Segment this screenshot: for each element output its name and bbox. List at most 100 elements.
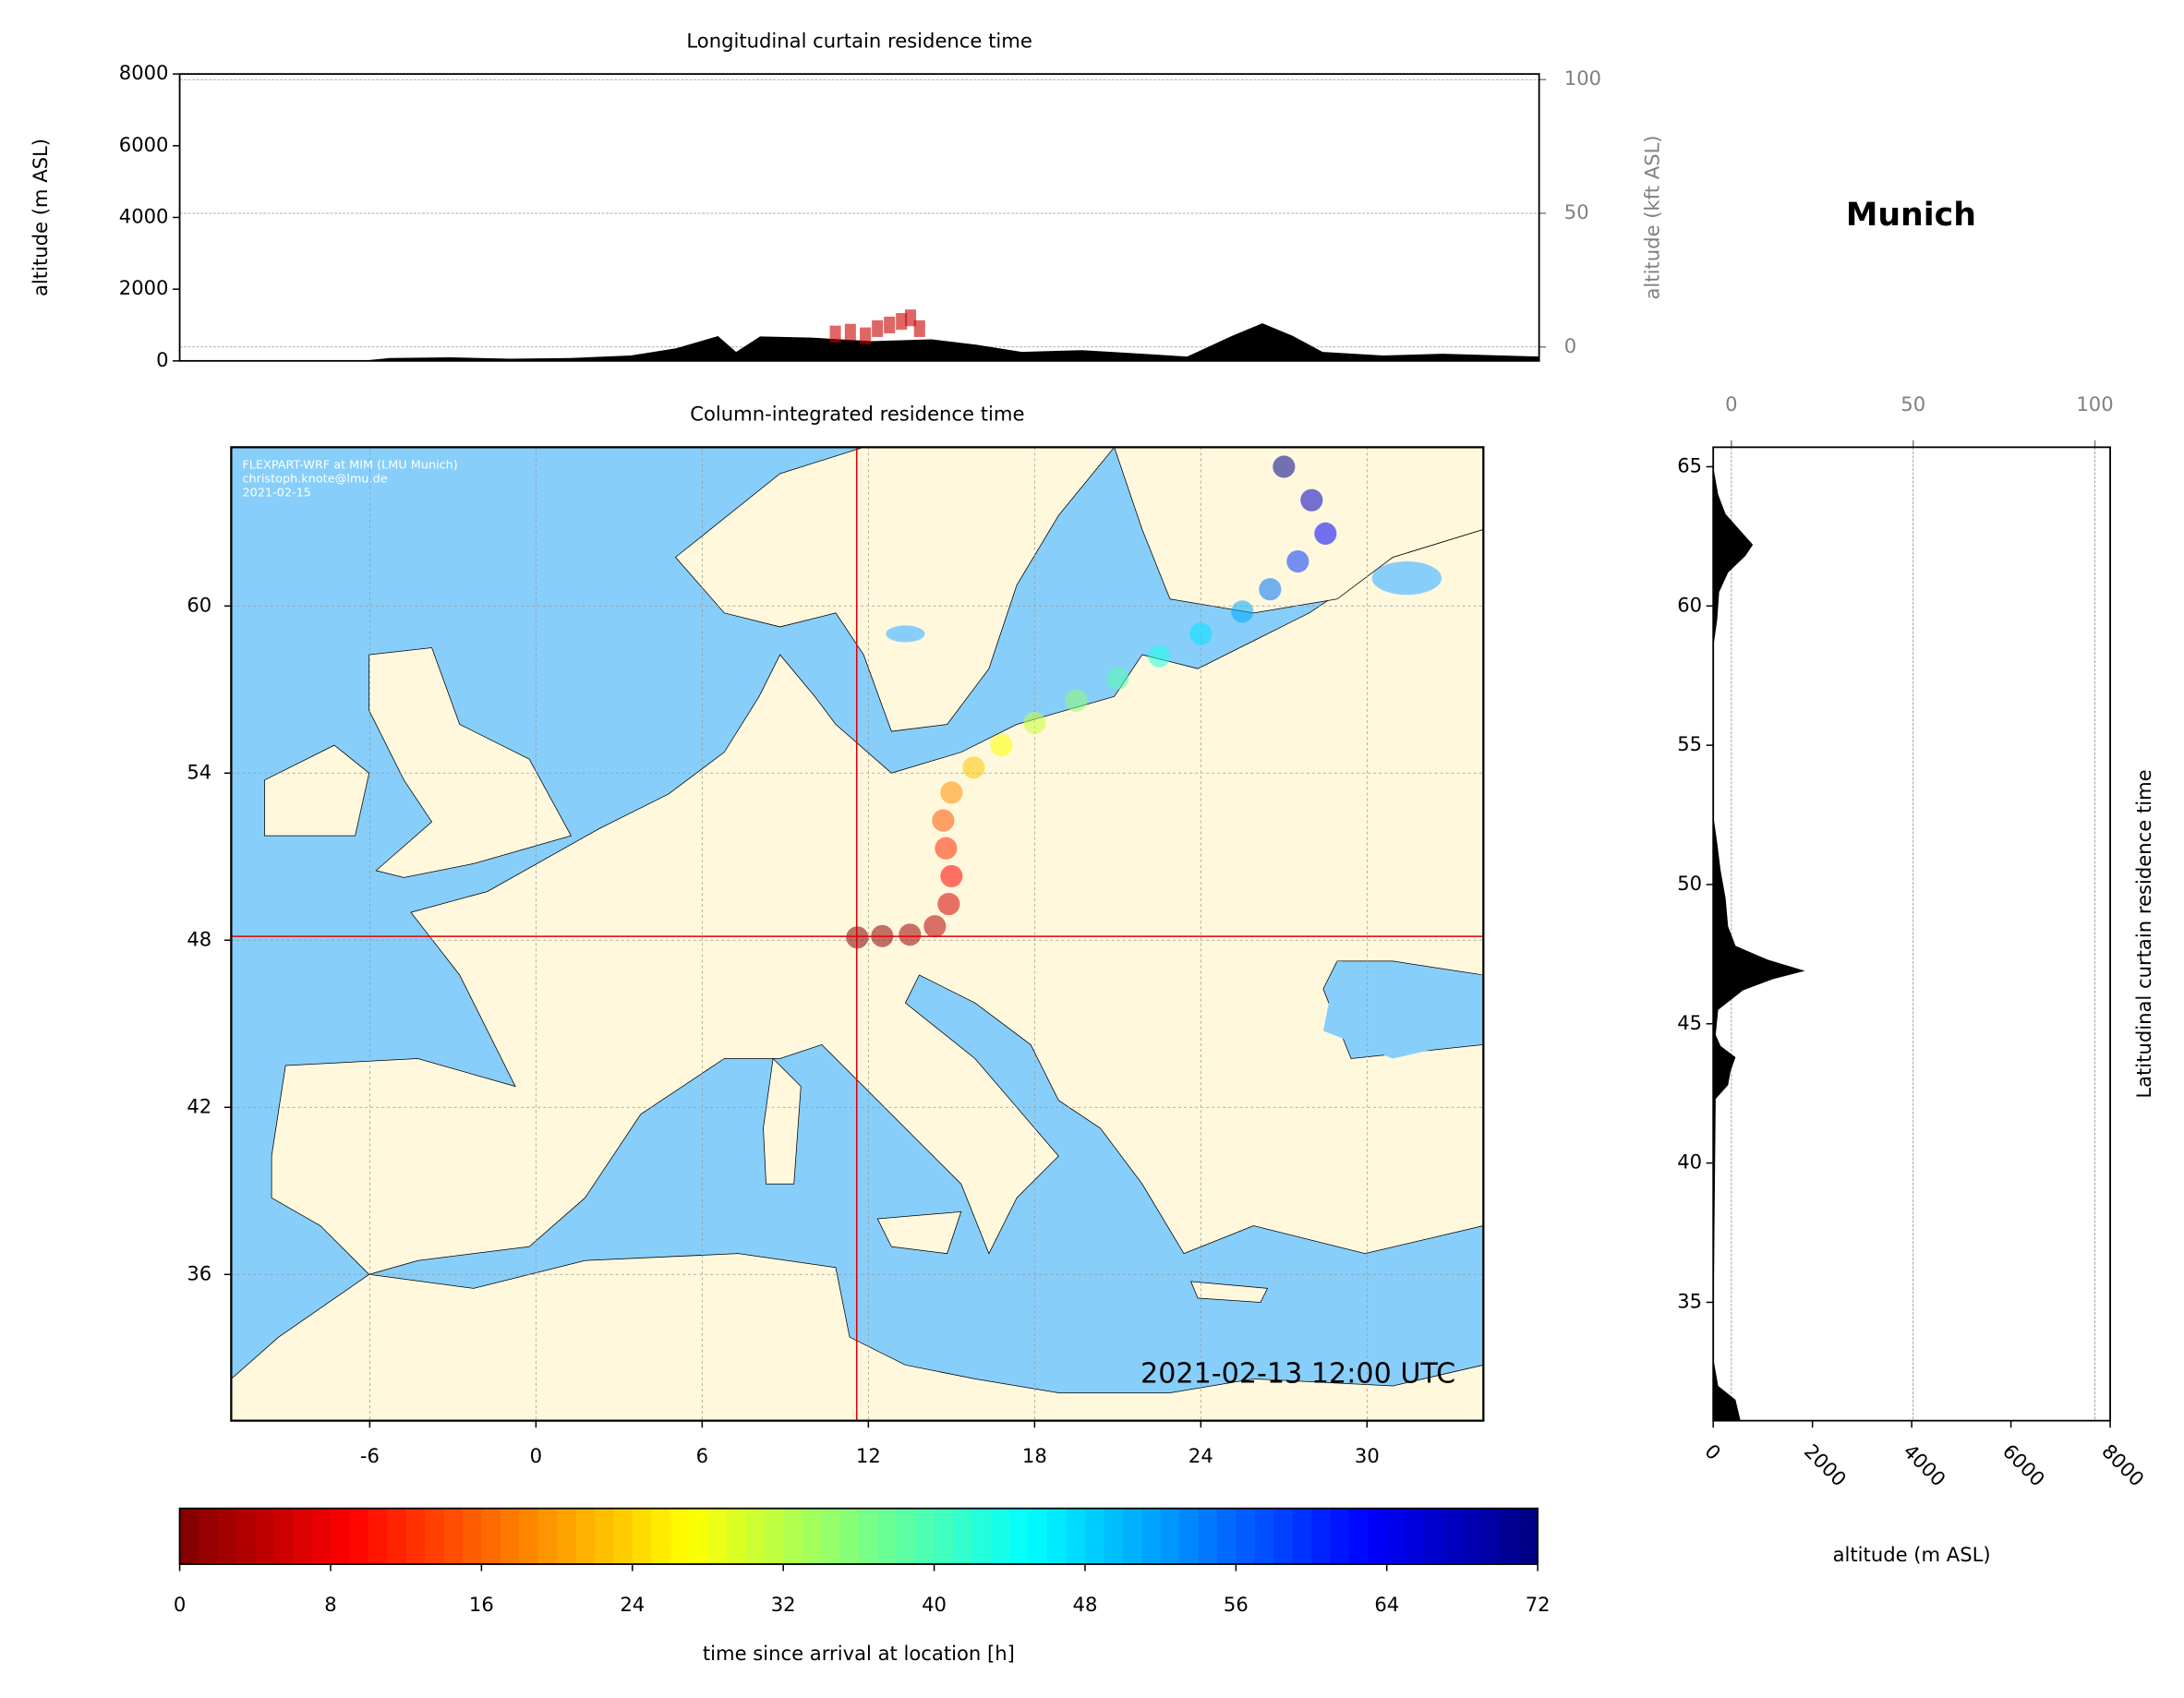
x-tick-label: 6000 bbox=[1998, 1439, 2050, 1491]
plume-point bbox=[932, 809, 955, 832]
colorbar-step bbox=[745, 1508, 766, 1565]
colorbar-step bbox=[293, 1508, 313, 1565]
colorbar-step bbox=[255, 1508, 275, 1565]
plume-point bbox=[940, 864, 963, 887]
y2-tick-label: 50 bbox=[1564, 200, 1589, 223]
particle bbox=[872, 319, 884, 337]
plume-point bbox=[1286, 549, 1309, 573]
y2-tick-label: 0 bbox=[1564, 334, 1576, 357]
colorbar-step bbox=[1216, 1508, 1237, 1565]
particle bbox=[896, 313, 908, 331]
chart-title: Longitudinal curtain residence time bbox=[686, 29, 1032, 52]
x-tick-label: 24 bbox=[620, 1593, 645, 1616]
location-title: Munich bbox=[1846, 197, 1976, 234]
y-tick-label: 48 bbox=[187, 927, 211, 950]
y-tick-label: 45 bbox=[1677, 1011, 1702, 1034]
chart-title: Column-integrated residence time bbox=[690, 403, 1024, 426]
plume-point bbox=[1231, 600, 1254, 623]
y-tick-label: 6000 bbox=[119, 133, 169, 156]
timestamp: 2021-02-13 12:00 UTC bbox=[1140, 1357, 1455, 1390]
colorbar-step bbox=[500, 1508, 520, 1565]
plume-point bbox=[1189, 622, 1213, 645]
colorbar-step bbox=[1386, 1508, 1406, 1565]
colorbar-step bbox=[443, 1508, 464, 1565]
colorbar-step bbox=[1330, 1508, 1350, 1565]
x-tick-label: 30 bbox=[1355, 1444, 1380, 1467]
credit-text: christoph.knote@lmu.de bbox=[242, 473, 387, 487]
y-tick-label: 60 bbox=[187, 593, 211, 616]
colorbar-frame bbox=[178, 1507, 1539, 1565]
colorbar-step bbox=[349, 1508, 369, 1565]
plume-point bbox=[940, 781, 963, 804]
particle bbox=[913, 319, 925, 337]
x-tick-label: -6 bbox=[360, 1444, 380, 1467]
x-tick-label: 16 bbox=[469, 1593, 494, 1616]
colorbar-step bbox=[1084, 1508, 1105, 1565]
colorbar-step bbox=[1122, 1508, 1142, 1565]
colorbar-step bbox=[537, 1508, 558, 1565]
plume-point bbox=[899, 923, 922, 946]
plume-point bbox=[1148, 644, 1171, 668]
colorbar-step bbox=[783, 1508, 803, 1565]
colorbar-step bbox=[1198, 1508, 1218, 1565]
colorbar-step bbox=[764, 1508, 784, 1565]
plume-point bbox=[1065, 689, 1088, 712]
colorbar-step bbox=[689, 1508, 709, 1565]
colorbar-step bbox=[1500, 1508, 1520, 1565]
y-tick-label: 40 bbox=[1677, 1150, 1702, 1174]
plume-point bbox=[1023, 711, 1046, 735]
y-tick-label: 50 bbox=[1677, 872, 1702, 895]
plume-point bbox=[1300, 488, 1323, 512]
x-tick-label: 4000 bbox=[1899, 1439, 1950, 1491]
credit-text: FLEXPART-WRF at MIM (LMU Munich) bbox=[242, 458, 457, 472]
particle bbox=[904, 309, 917, 327]
colorbar-step bbox=[1047, 1508, 1068, 1565]
colorbar-step bbox=[990, 1508, 1011, 1565]
plume-point bbox=[923, 915, 947, 938]
x-tick-label: 24 bbox=[1189, 1444, 1213, 1467]
x-tick-label: 8 bbox=[324, 1593, 336, 1616]
colorbar-step bbox=[594, 1508, 615, 1565]
colorbar-step bbox=[1066, 1508, 1086, 1565]
africa bbox=[231, 1253, 1484, 1421]
y-tick-label: 60 bbox=[1677, 593, 1702, 616]
x-tick-label: 18 bbox=[1022, 1444, 1047, 1467]
x-axis-label: altitude (m ASL) bbox=[1833, 1543, 1991, 1566]
colorbar-step bbox=[632, 1508, 652, 1565]
map-area bbox=[231, 447, 1484, 1421]
colorbar-step bbox=[952, 1508, 973, 1565]
x2-tick-label: 50 bbox=[1900, 392, 1925, 415]
ireland bbox=[264, 744, 370, 837]
plot-frame bbox=[1712, 446, 2111, 1422]
colorbar-step bbox=[971, 1508, 992, 1565]
colorbar-step bbox=[462, 1508, 483, 1565]
y-tick-label: 2000 bbox=[119, 276, 169, 299]
x-tick-label: 48 bbox=[1073, 1593, 1098, 1616]
colorbar-step bbox=[726, 1508, 747, 1565]
colorbar-step bbox=[1273, 1508, 1294, 1565]
y-axis-label: altitude (m ASL) bbox=[29, 138, 52, 296]
colorbar-step bbox=[557, 1508, 577, 1565]
colorbar-step bbox=[1009, 1508, 1030, 1565]
colorbar-step bbox=[670, 1508, 690, 1565]
colorbar-step bbox=[1348, 1508, 1370, 1565]
britain bbox=[368, 647, 572, 878]
plume-point bbox=[1106, 667, 1129, 690]
colorbar-step bbox=[651, 1508, 671, 1565]
colorbar-step bbox=[368, 1508, 388, 1565]
colorbar-step bbox=[1104, 1508, 1124, 1565]
colorbar-step bbox=[839, 1508, 860, 1565]
colorbar-step bbox=[217, 1508, 237, 1565]
colorbar-step bbox=[1028, 1508, 1048, 1565]
colorbar-step bbox=[1236, 1508, 1256, 1565]
plot-frame bbox=[230, 446, 1485, 1422]
x-tick-label: 0 bbox=[174, 1593, 186, 1616]
x-tick-label: 32 bbox=[771, 1593, 796, 1616]
particle bbox=[884, 316, 896, 334]
particle bbox=[860, 327, 872, 344]
colorbar-step bbox=[311, 1508, 332, 1565]
x-tick-label: 0 bbox=[530, 1444, 542, 1467]
colorbar-step bbox=[519, 1508, 539, 1565]
colorbar-step bbox=[1424, 1508, 1444, 1565]
